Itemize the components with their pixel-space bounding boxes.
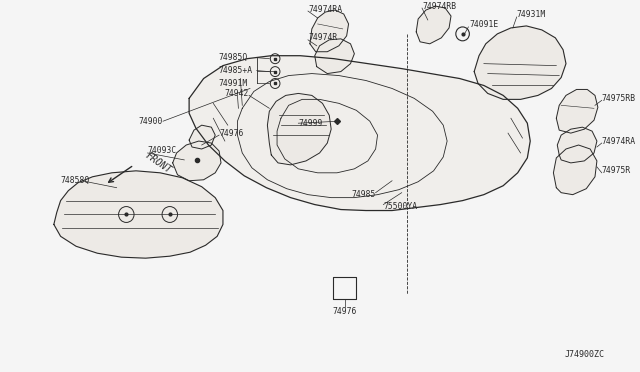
- Polygon shape: [310, 10, 349, 52]
- Text: 74974RA: 74974RA: [308, 4, 342, 13]
- Polygon shape: [54, 171, 223, 258]
- Text: 74976: 74976: [333, 307, 357, 316]
- Text: 74985Q: 74985Q: [218, 53, 248, 62]
- Text: J74900ZC: J74900ZC: [564, 350, 605, 359]
- Text: 74093C: 74093C: [148, 147, 177, 155]
- Text: 74942: 74942: [225, 89, 249, 98]
- Polygon shape: [189, 125, 215, 149]
- Text: 74985: 74985: [351, 190, 376, 199]
- Text: 74931M: 74931M: [516, 10, 546, 19]
- Polygon shape: [556, 89, 598, 133]
- Polygon shape: [416, 6, 451, 44]
- Text: 74976: 74976: [219, 129, 243, 138]
- Text: 74091E: 74091E: [469, 20, 499, 29]
- Text: FRONT: FRONT: [144, 150, 173, 176]
- Text: 74985+A: 74985+A: [218, 66, 252, 75]
- Text: 74974RB: 74974RB: [422, 1, 456, 10]
- Text: 75500YA: 75500YA: [383, 202, 417, 211]
- Text: 74900: 74900: [139, 117, 163, 126]
- Polygon shape: [173, 141, 221, 181]
- Text: 74858Q: 74858Q: [61, 176, 90, 185]
- Text: 74974R: 74974R: [308, 33, 337, 42]
- Text: 74975R: 74975R: [602, 166, 631, 175]
- Polygon shape: [315, 39, 355, 74]
- Text: 74974RA: 74974RA: [602, 137, 636, 145]
- Polygon shape: [474, 26, 566, 99]
- Text: 74991M: 74991M: [218, 79, 248, 88]
- Text: 74975RB: 74975RB: [602, 94, 636, 103]
- Polygon shape: [268, 93, 331, 165]
- Polygon shape: [557, 127, 597, 163]
- Text: 74999: 74999: [298, 119, 323, 128]
- Polygon shape: [189, 56, 530, 211]
- Polygon shape: [554, 145, 597, 195]
